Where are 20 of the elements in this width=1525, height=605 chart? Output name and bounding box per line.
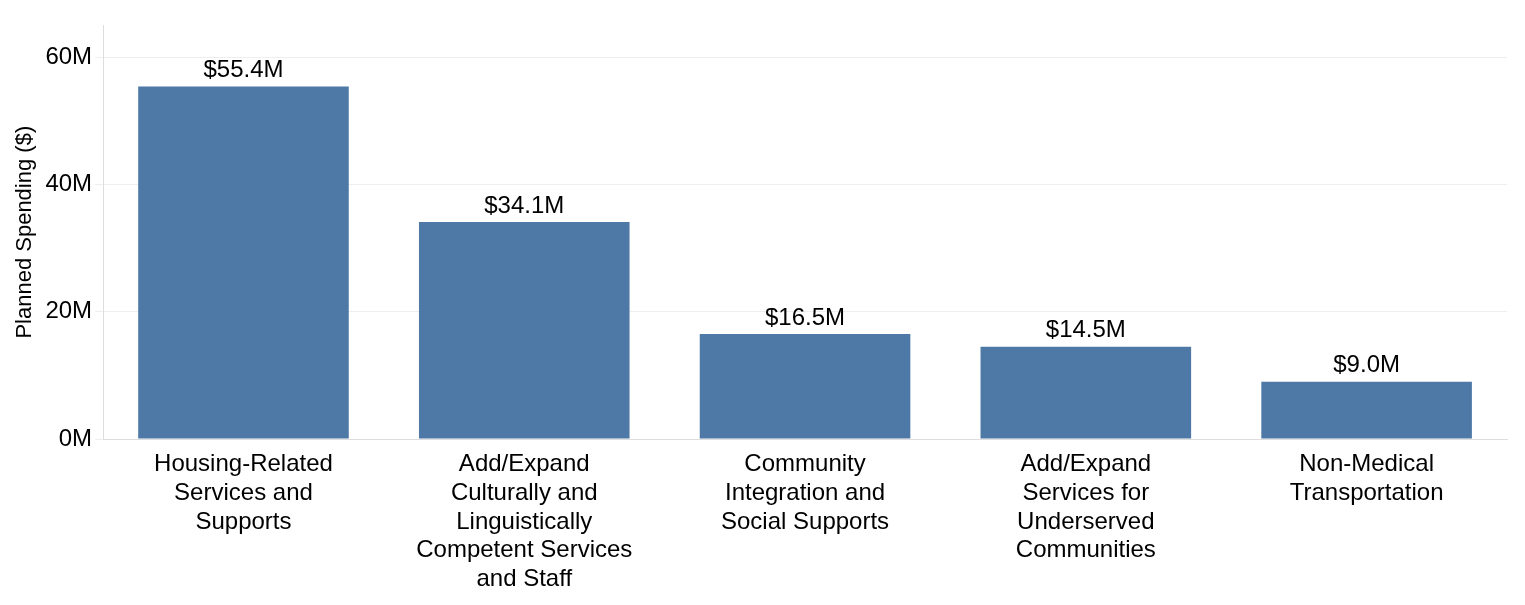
data-label: $14.5M — [1045, 315, 1126, 343]
x-tick-label: Community Integration and Social Supports — [721, 449, 890, 534]
data-label: $9.0M — [1333, 350, 1400, 378]
data-label: $55.4M — [203, 55, 284, 83]
y-tick-label: 40M — [45, 169, 93, 197]
bar — [418, 222, 630, 439]
x-tick-label: Non-Medical Transportation — [1289, 449, 1444, 505]
x-tick-label: Housing-Related Services and Supports — [154, 449, 333, 534]
y-tick-label: 20M — [45, 296, 93, 324]
y-tick-label: 60M — [45, 41, 93, 69]
bar — [980, 346, 1192, 439]
data-label: $34.1M — [484, 190, 565, 218]
x-tick-label: Add/Expand Culturally and Linguistically Competent Services and Staff — [416, 449, 633, 592]
bar — [699, 334, 911, 439]
bar — [138, 86, 349, 439]
y-axis-title: Planned Spending ($) — [11, 125, 37, 339]
bar — [1261, 381, 1472, 439]
x-tick-label: Add/Expand Services for Underserved Communities — [1015, 449, 1156, 563]
data-label: $16.5M — [765, 302, 846, 330]
y-tick-label: 0M — [58, 423, 93, 451]
